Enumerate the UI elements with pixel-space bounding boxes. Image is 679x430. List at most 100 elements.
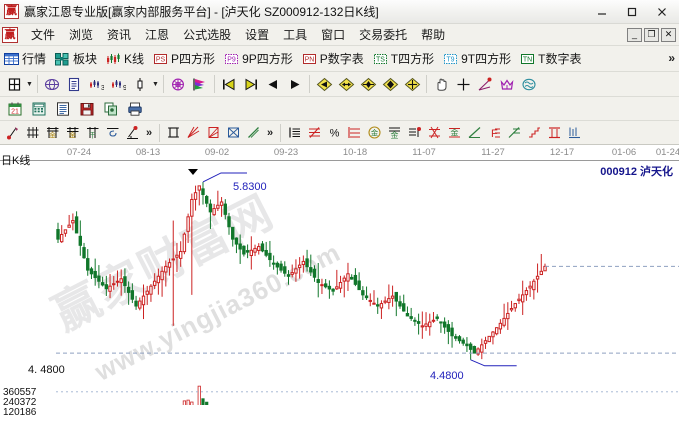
tool-pen-levels-button[interactable] bbox=[404, 123, 424, 143]
sector-blocks-icon bbox=[55, 52, 70, 66]
network-button[interactable] bbox=[41, 74, 63, 95]
tab-sectors-label: 板块 bbox=[73, 52, 98, 66]
angle-tool-button[interactable] bbox=[474, 74, 496, 95]
menu-file[interactable]: 文件 bbox=[31, 28, 56, 42]
draw-gold-grid-button[interactable]: 金 bbox=[62, 123, 82, 143]
chart-area[interactable]: 07-24 08-13 09-02 09-23 10-18 11-07 11-2… bbox=[0, 145, 679, 430]
mdi-close-button[interactable]: ✕ bbox=[661, 27, 676, 42]
tool-angle-lines-button[interactable] bbox=[504, 123, 524, 143]
tool-percent-button[interactable]: % bbox=[324, 123, 344, 143]
menu-window[interactable]: 窗口 bbox=[321, 28, 346, 42]
title-bar-buttons bbox=[587, 2, 677, 22]
draw-grid-button[interactable] bbox=[22, 123, 42, 143]
menu-formula-stock-picking[interactable]: 公式选股 bbox=[183, 28, 232, 42]
save-button[interactable] bbox=[75, 99, 99, 119]
minimize-button[interactable] bbox=[587, 2, 617, 22]
tab-sectors[interactable]: 板块 bbox=[55, 50, 97, 67]
tool-temple-button[interactable] bbox=[544, 123, 564, 143]
fit-all-button[interactable] bbox=[379, 74, 401, 95]
svg-text:P9: P9 bbox=[227, 56, 236, 63]
tool-cross-red-button[interactable] bbox=[424, 123, 444, 143]
tab-p-number-table[interactable]: PN P数字表 bbox=[302, 50, 364, 67]
kline-3-button[interactable]: 3 bbox=[85, 74, 107, 95]
period-dropdown-chevron-down-icon[interactable]: ▼ bbox=[26, 80, 33, 88]
tab-t-number-table[interactable]: TN T数字表 bbox=[520, 50, 581, 67]
tool-gold-circle-button[interactable]: 金 bbox=[364, 123, 384, 143]
tool-f-levels-button[interactable]: F bbox=[484, 123, 504, 143]
candle-style-button[interactable] bbox=[129, 74, 151, 95]
tool-steps-button[interactable] bbox=[524, 123, 544, 143]
toolbar-overflow-chevron-icon[interactable]: » bbox=[668, 51, 675, 65]
last-page-button[interactable] bbox=[240, 74, 262, 95]
first-page-button[interactable] bbox=[218, 74, 240, 95]
menu-trade-order[interactable]: 交易委托 bbox=[359, 28, 408, 42]
menu-settings[interactable]: 设置 bbox=[245, 28, 270, 42]
drawing-group2-overflow-chevron-icon[interactable]: » bbox=[266, 126, 274, 139]
high-marker-icon bbox=[188, 169, 198, 175]
draw-box-diag-button[interactable] bbox=[223, 123, 243, 143]
tab-9p-square[interactable]: P9 9P四方形 bbox=[224, 50, 293, 67]
tab-quotes[interactable]: 行情 bbox=[4, 50, 46, 67]
draw-pen-plus-button[interactable] bbox=[122, 123, 142, 143]
tool-four-lines-button[interactable] bbox=[564, 123, 584, 143]
date-tick: 07-24 bbox=[66, 147, 92, 158]
mdi-restore-button[interactable]: ❐ bbox=[644, 27, 659, 42]
expand-horizontal-button[interactable] bbox=[335, 74, 357, 95]
menu-help[interactable]: 帮助 bbox=[421, 28, 446, 42]
tool-gold-levels-button[interactable]: 金 bbox=[384, 123, 404, 143]
menu-tools[interactable]: 工具 bbox=[283, 28, 308, 42]
tab-9p-square-label: 9P四方形 bbox=[242, 52, 293, 66]
tab-9t-square[interactable]: T9 9T四方形 bbox=[443, 50, 511, 67]
brain-tool-button[interactable] bbox=[518, 74, 540, 95]
tab-kline[interactable]: K线 bbox=[106, 50, 144, 67]
gann-wheel-button[interactable] bbox=[167, 74, 189, 95]
drawing-group1-overflow-chevron-icon[interactable]: » bbox=[145, 126, 153, 139]
crown-tool-button[interactable] bbox=[496, 74, 518, 95]
previous-button[interactable] bbox=[262, 74, 284, 95]
next-button[interactable] bbox=[284, 74, 306, 95]
svg-text:PN: PN bbox=[304, 56, 314, 63]
draw-trend-line-button[interactable] bbox=[243, 123, 263, 143]
tool-levels-button[interactable] bbox=[344, 123, 364, 143]
crosshair-tool-button[interactable] bbox=[452, 74, 474, 95]
svg-text:9: 9 bbox=[123, 85, 126, 92]
draw-fib-fan-button[interactable]: 干 bbox=[82, 123, 102, 143]
tool-angle-up-button[interactable] bbox=[464, 123, 484, 143]
color-chart-button[interactable] bbox=[189, 74, 211, 95]
tool-percent-red-button[interactable] bbox=[304, 123, 324, 143]
maximize-button[interactable] bbox=[617, 2, 647, 22]
tool-bars-button[interactable] bbox=[284, 123, 304, 143]
toolbar-separator bbox=[37, 75, 38, 93]
svg-text:3: 3 bbox=[101, 85, 104, 92]
ts-square-icon: TS bbox=[373, 52, 388, 66]
candle-style-dropdown-chevron-down-icon[interactable]: ▼ bbox=[152, 80, 159, 88]
shift-right-button[interactable] bbox=[313, 74, 335, 95]
menu-news[interactable]: 资讯 bbox=[107, 28, 132, 42]
svg-text:TN: TN bbox=[523, 56, 532, 63]
tab-t-square[interactable]: TS T四方形 bbox=[373, 50, 434, 67]
draw-gold-fan-button[interactable]: 金 bbox=[42, 123, 62, 143]
pan-tool-button[interactable] bbox=[430, 74, 452, 95]
expand-button[interactable] bbox=[401, 74, 423, 95]
compress-button[interactable] bbox=[357, 74, 379, 95]
menu-gann[interactable]: 江恩 bbox=[145, 28, 170, 42]
tab-p-square[interactable]: PS P四方形 bbox=[153, 50, 215, 67]
draw-spiral-button[interactable] bbox=[102, 123, 122, 143]
copy-button[interactable] bbox=[99, 99, 123, 119]
draw-rect-button[interactable] bbox=[163, 123, 183, 143]
print-button[interactable] bbox=[123, 99, 147, 119]
draw-box-fan-button[interactable] bbox=[203, 123, 223, 143]
close-button[interactable] bbox=[647, 2, 677, 22]
mdi-minimize-button[interactable]: _ bbox=[627, 27, 642, 42]
tool-gold-box-button[interactable]: 金 bbox=[444, 123, 464, 143]
menu-browse[interactable]: 浏览 bbox=[69, 28, 94, 42]
kline-9-button[interactable]: 9 bbox=[107, 74, 129, 95]
notes-button[interactable] bbox=[51, 99, 75, 119]
document-button[interactable] bbox=[63, 74, 85, 95]
calendar-button[interactable]: 21 bbox=[3, 99, 27, 119]
calculator-button[interactable] bbox=[27, 99, 51, 119]
draw-fan-lines-button[interactable] bbox=[183, 123, 203, 143]
period-button[interactable] bbox=[3, 74, 25, 95]
draw-pen-button[interactable] bbox=[2, 123, 22, 143]
